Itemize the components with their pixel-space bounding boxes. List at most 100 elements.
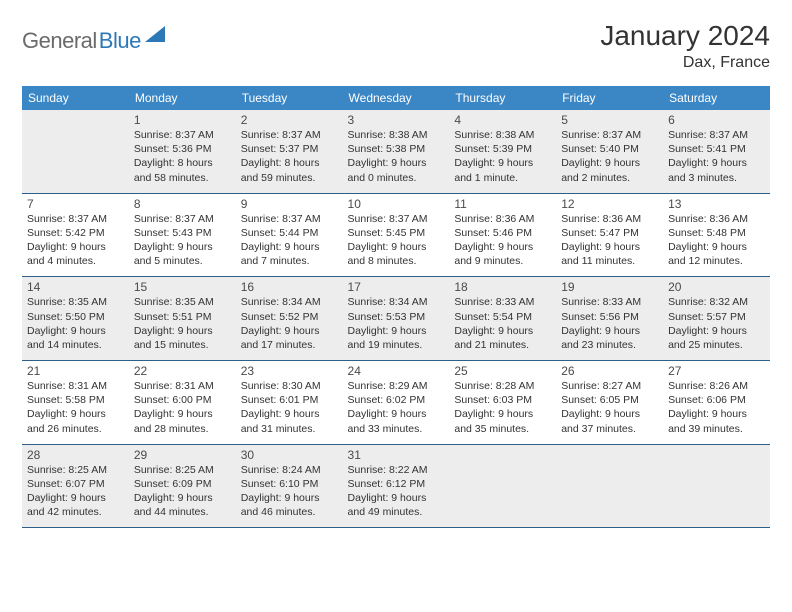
sunset-text: Sunset: 5:36 PM — [134, 142, 231, 156]
day-number: 15 — [134, 280, 231, 294]
day-number: 3 — [348, 113, 445, 127]
daylight-text: Daylight: 9 hours and 42 minutes. — [27, 491, 124, 519]
day-number: 27 — [668, 364, 765, 378]
day-number: 22 — [134, 364, 231, 378]
day-cell: 31Sunrise: 8:22 AMSunset: 6:12 PMDayligh… — [343, 444, 450, 528]
daylight-text: Daylight: 9 hours and 31 minutes. — [241, 407, 338, 435]
sunrise-text: Sunrise: 8:37 AM — [561, 128, 658, 142]
day-cell: 29Sunrise: 8:25 AMSunset: 6:09 PMDayligh… — [129, 444, 236, 528]
daylight-text: Daylight: 9 hours and 17 minutes. — [241, 324, 338, 352]
daylight-text: Daylight: 9 hours and 8 minutes. — [348, 240, 445, 268]
day-number: 18 — [454, 280, 551, 294]
day-cell — [663, 444, 770, 528]
day-number: 20 — [668, 280, 765, 294]
daylight-text: Daylight: 9 hours and 26 minutes. — [27, 407, 124, 435]
daylight-text: Daylight: 9 hours and 5 minutes. — [134, 240, 231, 268]
day-cell: 15Sunrise: 8:35 AMSunset: 5:51 PMDayligh… — [129, 277, 236, 361]
sunrise-text: Sunrise: 8:31 AM — [27, 379, 124, 393]
daylight-text: Daylight: 9 hours and 44 minutes. — [134, 491, 231, 519]
day-number: 1 — [134, 113, 231, 127]
sunrise-text: Sunrise: 8:37 AM — [27, 212, 124, 226]
sunset-text: Sunset: 5:41 PM — [668, 142, 765, 156]
sunset-text: Sunset: 5:50 PM — [27, 310, 124, 324]
day-cell — [556, 444, 663, 528]
day-cell: 3Sunrise: 8:38 AMSunset: 5:38 PMDaylight… — [343, 110, 450, 193]
week-row: 28Sunrise: 8:25 AMSunset: 6:07 PMDayligh… — [22, 444, 770, 528]
daylight-text: Daylight: 9 hours and 12 minutes. — [668, 240, 765, 268]
day-cell: 20Sunrise: 8:32 AMSunset: 5:57 PMDayligh… — [663, 277, 770, 361]
sunset-text: Sunset: 5:42 PM — [27, 226, 124, 240]
sunrise-text: Sunrise: 8:38 AM — [348, 128, 445, 142]
day-cell: 27Sunrise: 8:26 AMSunset: 6:06 PMDayligh… — [663, 361, 770, 445]
daylight-text: Daylight: 9 hours and 28 minutes. — [134, 407, 231, 435]
sunset-text: Sunset: 6:09 PM — [134, 477, 231, 491]
daylight-text: Daylight: 9 hours and 15 minutes. — [134, 324, 231, 352]
day-number: 8 — [134, 197, 231, 211]
sunset-text: Sunset: 5:57 PM — [668, 310, 765, 324]
day-number: 12 — [561, 197, 658, 211]
sunset-text: Sunset: 6:00 PM — [134, 393, 231, 407]
sunrise-text: Sunrise: 8:37 AM — [668, 128, 765, 142]
day-number: 25 — [454, 364, 551, 378]
sunrise-text: Sunrise: 8:33 AM — [454, 295, 551, 309]
day-cell: 7Sunrise: 8:37 AMSunset: 5:42 PMDaylight… — [22, 193, 129, 277]
sunrise-text: Sunrise: 8:25 AM — [27, 463, 124, 477]
weekday-header: Saturday — [663, 86, 770, 110]
day-cell: 22Sunrise: 8:31 AMSunset: 6:00 PMDayligh… — [129, 361, 236, 445]
daylight-text: Daylight: 9 hours and 19 minutes. — [348, 324, 445, 352]
weekday-header: Tuesday — [236, 86, 343, 110]
sunrise-text: Sunrise: 8:35 AM — [134, 295, 231, 309]
day-cell: 13Sunrise: 8:36 AMSunset: 5:48 PMDayligh… — [663, 193, 770, 277]
sunset-text: Sunset: 5:38 PM — [348, 142, 445, 156]
daylight-text: Daylight: 9 hours and 35 minutes. — [454, 407, 551, 435]
sunrise-text: Sunrise: 8:36 AM — [454, 212, 551, 226]
day-cell: 28Sunrise: 8:25 AMSunset: 6:07 PMDayligh… — [22, 444, 129, 528]
day-number: 5 — [561, 113, 658, 127]
sunset-text: Sunset: 5:44 PM — [241, 226, 338, 240]
day-cell: 9Sunrise: 8:37 AMSunset: 5:44 PMDaylight… — [236, 193, 343, 277]
day-cell: 18Sunrise: 8:33 AMSunset: 5:54 PMDayligh… — [449, 277, 556, 361]
sunrise-text: Sunrise: 8:30 AM — [241, 379, 338, 393]
sunset-text: Sunset: 5:47 PM — [561, 226, 658, 240]
sunrise-text: Sunrise: 8:37 AM — [134, 212, 231, 226]
week-row: 1 Sunrise: 8:37 AM Sunset: 5:36 PM Daylight… — [22, 110, 770, 193]
day-number: 6 — [668, 113, 765, 127]
sunrise-text: Sunrise: 8:29 AM — [348, 379, 445, 393]
day-number: 2 — [241, 113, 338, 127]
day-number: 29 — [134, 448, 231, 462]
daylight-text: Daylight: 9 hours and 1 minute. — [454, 156, 551, 184]
day-number: 28 — [27, 448, 124, 462]
sunrise-text: Sunrise: 8:35 AM — [27, 295, 124, 309]
sunrise-text: Sunrise: 8:32 AM — [668, 295, 765, 309]
sunset-text: Sunset: 6:03 PM — [454, 393, 551, 407]
weekday-header: Sunday — [22, 86, 129, 110]
daylight-text: Daylight: 9 hours and 33 minutes. — [348, 407, 445, 435]
day-cell: 11Sunrise: 8:36 AMSunset: 5:46 PMDayligh… — [449, 193, 556, 277]
sunset-text: Sunset: 5:56 PM — [561, 310, 658, 324]
day-cell — [22, 110, 129, 193]
sunrise-text: Sunrise: 8:25 AM — [134, 463, 231, 477]
daylight-text: Daylight: 8 hours and 59 minutes. — [241, 156, 338, 184]
weekday-header-row: SundayMondayTuesdayWednesdayThursdayFrid… — [22, 86, 770, 110]
day-number: 10 — [348, 197, 445, 211]
sunset-text: Sunset: 6:02 PM — [348, 393, 445, 407]
sunrise-text: Sunrise: 8:22 AM — [348, 463, 445, 477]
day-number: 9 — [241, 197, 338, 211]
daylight-text: Daylight: 9 hours and 9 minutes. — [454, 240, 551, 268]
sunrise-text: Sunrise: 8:37 AM — [241, 128, 338, 142]
sunset-text: Sunset: 5:43 PM — [134, 226, 231, 240]
day-cell: 23Sunrise: 8:30 AMSunset: 6:01 PMDayligh… — [236, 361, 343, 445]
title-block: January 2024 Dax, France — [600, 20, 770, 72]
daylight-text: Daylight: 9 hours and 37 minutes. — [561, 407, 658, 435]
day-cell: 5Sunrise: 8:37 AMSunset: 5:40 PMDaylight… — [556, 110, 663, 193]
sunrise-text: Sunrise: 8:34 AM — [241, 295, 338, 309]
sunset-text: Sunset: 5:46 PM — [454, 226, 551, 240]
weekday-header: Friday — [556, 86, 663, 110]
day-number: 26 — [561, 364, 658, 378]
day-cell: 17Sunrise: 8:34 AMSunset: 5:53 PMDayligh… — [343, 277, 450, 361]
calendar-table: SundayMondayTuesdayWednesdayThursdayFrid… — [22, 86, 770, 528]
day-number: 14 — [27, 280, 124, 294]
day-number: 19 — [561, 280, 658, 294]
weekday-header: Thursday — [449, 86, 556, 110]
day-number: 7 — [27, 197, 124, 211]
